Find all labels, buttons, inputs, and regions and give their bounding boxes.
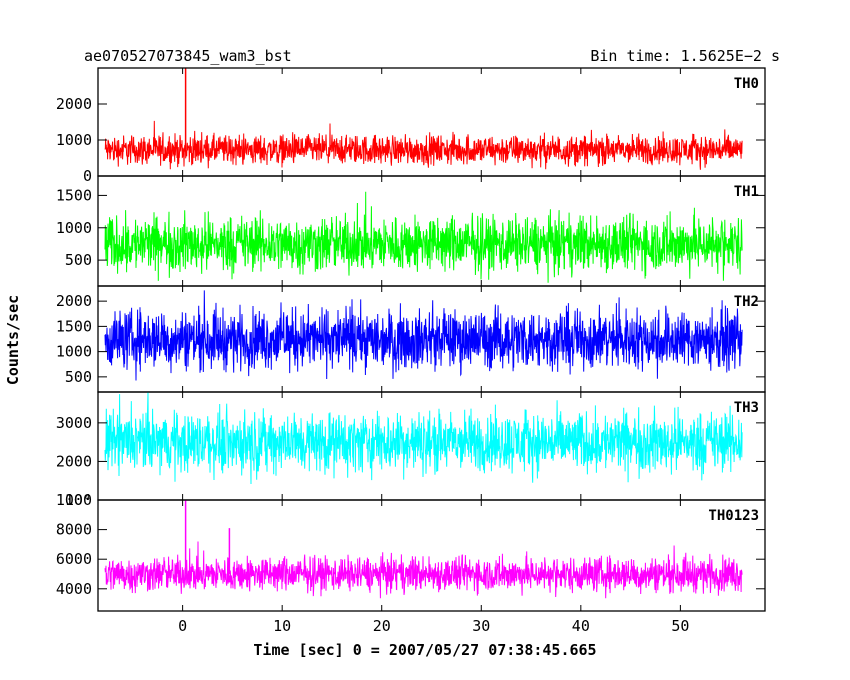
panel-th3: 1000 2000 3000 TH3 [56, 391, 766, 509]
y-tick-label: 10⁴ [65, 491, 92, 509]
x-tick-label: 30 [472, 617, 490, 635]
panel-th1: 500 1000 1500 TH1 [56, 175, 766, 287]
y-tick-label: 1500 [56, 317, 92, 335]
chart-title-left: ae070527073845_wam3_bst [84, 47, 292, 65]
y-tick-label: 0 [83, 167, 92, 185]
y-tick-label: 500 [65, 368, 92, 386]
x-axis-title: Time [sec] 0 = 2007/05/27 07:38:45.665 [253, 641, 596, 659]
y-tick-label: 8000 [56, 521, 92, 539]
y-tick-label: 1000 [56, 491, 92, 509]
panel-th2: 500 1000 1500 2000 TH2 [56, 285, 766, 393]
panels-group: 0 1000 2000 TH0 500 1000 1500 TH1 500 1000 1500 200… [56, 67, 766, 612]
x-axis: 0 10 20 30 40 50 [178, 617, 689, 635]
y-tick-label: 1000 [56, 343, 92, 361]
y-tick-label: 4000 [56, 580, 92, 598]
panel-th0: 0 1000 2000 TH0 [56, 67, 766, 185]
x-tick-label: 50 [671, 617, 689, 635]
panel-label-th0: TH0 [734, 76, 759, 92]
panel-label-th3: TH3 [734, 400, 759, 416]
panel-frame-th0123 [97, 499, 766, 612]
x-tick-label: 20 [373, 617, 391, 635]
panel-label-th2: TH2 [734, 294, 759, 310]
series-th2 [104, 290, 743, 381]
y-tick-label: 2000 [56, 95, 92, 113]
panel-label-th0123: TH0123 [708, 508, 759, 524]
y-tick-label: 1000 [56, 219, 92, 237]
chart-title-right: Bin time: 1.5625E−2 s [590, 47, 780, 65]
y-tick-label: 6000 [56, 550, 92, 568]
series-th3 [104, 392, 743, 485]
y-tick-label: 3000 [56, 414, 92, 432]
series-th0123 [104, 541, 743, 599]
x-tick-label: 0 [178, 617, 187, 635]
y-axis-title: Counts/sec [4, 295, 22, 385]
series-th0 [104, 120, 743, 170]
y-tick-label: 2000 [56, 452, 92, 470]
panel-th0123: 4000 6000 8000 10⁴ TH0123 [56, 491, 766, 612]
y-tick-label: 1500 [56, 186, 92, 204]
y-tick-label: 2000 [56, 292, 92, 310]
series-th1 [104, 191, 743, 283]
x-tick-label: 10 [273, 617, 291, 635]
y-tick-label: 500 [65, 251, 92, 269]
panel-label-th1: TH1 [734, 184, 759, 200]
x-tick-label: 40 [572, 617, 590, 635]
y-tick-label: 1000 [56, 131, 92, 149]
